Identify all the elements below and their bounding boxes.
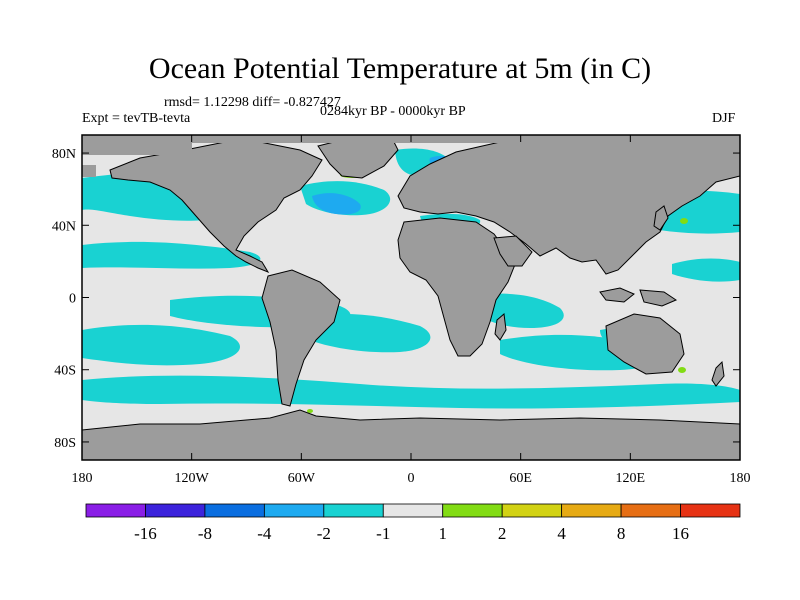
plot-title: Ocean Potential Temperature at 5m (in C) <box>148 52 652 85</box>
colorbar-swatch <box>204 503 265 518</box>
lat-tick-label: 80N <box>52 147 76 162</box>
lat-axis: 80N 40N 0 40S 80S <box>52 147 740 451</box>
lat-tick-label: 40N <box>52 219 76 234</box>
colorbar-label: -16 <box>134 524 157 543</box>
experiment-label: Expt = tevTB-tevta <box>82 111 191 126</box>
colorbar-label: -1 <box>376 524 390 543</box>
colorbar-label: 2 <box>498 524 507 543</box>
lat-tick-label: 40S <box>54 364 76 379</box>
lon-axis: 180 120W 60W 0 60E 120E 180 <box>72 135 751 486</box>
lon-tick-label: 60E <box>509 471 532 486</box>
lat-tick-label: 80S <box>54 436 76 451</box>
lon-tick-label: 120E <box>616 471 646 486</box>
colorbar-label: 8 <box>617 524 626 543</box>
colorbar-label: 16 <box>672 524 689 543</box>
colorbar-swatch <box>620 503 681 518</box>
colorbar-swatch <box>145 503 206 518</box>
colorbar-swatch <box>501 503 563 518</box>
colorbar-swatch <box>382 503 444 518</box>
lon-tick-label: 0 <box>408 471 415 486</box>
lon-tick-label: 120W <box>175 471 210 486</box>
land-masses <box>82 135 740 460</box>
colorbar-swatch <box>442 503 503 518</box>
colorbar-label: -8 <box>198 524 212 543</box>
lon-tick-label: 60W <box>288 471 316 486</box>
colorbar-swatch <box>263 503 325 518</box>
lon-tick-label: 180 <box>72 471 93 486</box>
colorbar-label: -4 <box>257 524 272 543</box>
colorbar-label: 1 <box>438 524 447 543</box>
period-label: 0284kyr BP - 0000kyr BP <box>320 104 466 119</box>
colorbar-swatch <box>680 503 741 518</box>
colorbar-swatch <box>561 503 622 518</box>
lat-tick-label: 0 <box>69 292 76 307</box>
colorbar-swatch <box>85 503 146 518</box>
lon-tick-label: 180 <box>730 471 751 486</box>
season-label: DJF <box>712 111 736 126</box>
colorbar-swatch <box>323 503 384 518</box>
colorbar-label: 4 <box>557 524 566 543</box>
colorbar-label: -2 <box>317 524 331 543</box>
stats-line: rmsd= 1.12298 diff= -0.827427 <box>164 95 341 110</box>
